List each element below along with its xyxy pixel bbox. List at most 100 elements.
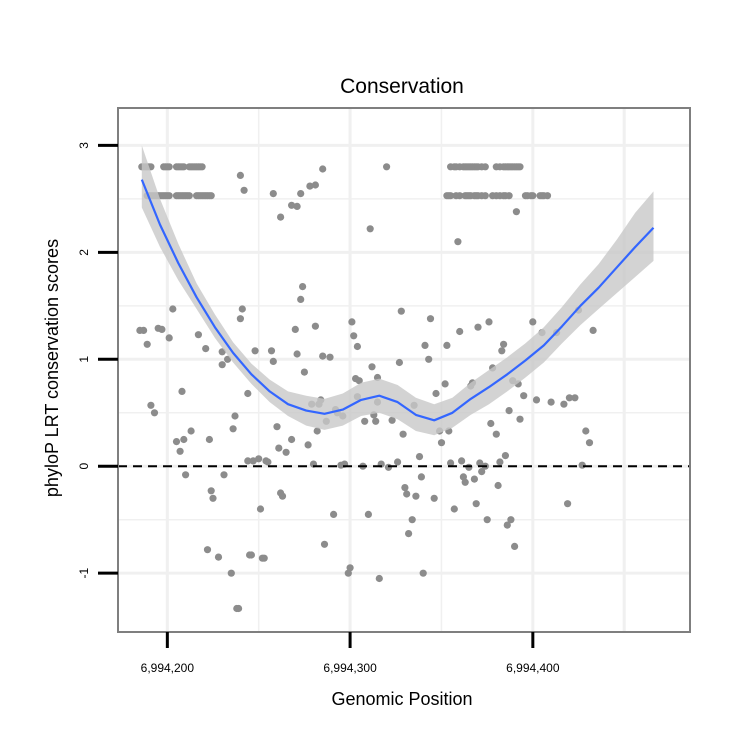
data-point — [306, 182, 314, 190]
data-point — [267, 347, 276, 355]
data-point — [560, 400, 568, 408]
grid-lines — [118, 108, 690, 632]
data-point — [510, 542, 519, 551]
data-point — [344, 569, 352, 577]
data-point — [311, 181, 319, 189]
data-point — [465, 463, 473, 471]
data-point — [395, 358, 403, 367]
data-point — [203, 546, 212, 554]
data-point — [236, 315, 244, 323]
data-point — [143, 340, 151, 348]
y-tick-label: 1 — [77, 356, 91, 363]
data-point — [244, 457, 252, 465]
data-point — [441, 380, 449, 388]
data-point — [589, 326, 597, 334]
data-point — [180, 163, 188, 171]
data-point — [311, 322, 319, 330]
data-point — [209, 494, 217, 502]
data-point — [500, 340, 508, 348]
data-point — [140, 326, 148, 334]
data-point — [300, 368, 308, 376]
data-point — [485, 318, 493, 326]
x-axis-title: Genomic Position — [331, 689, 472, 709]
data-point — [288, 435, 296, 444]
data-point — [273, 423, 281, 431]
data-point — [269, 357, 277, 365]
data-point — [516, 163, 524, 171]
data-point — [426, 315, 435, 323]
confidence-ribbon — [141, 145, 654, 436]
chart-title: Conservation — [340, 75, 464, 98]
smooth-line — [140, 179, 655, 422]
data-point — [330, 510, 338, 518]
data-point — [507, 516, 515, 524]
data-point — [419, 569, 427, 577]
data-point — [313, 427, 321, 435]
data-point — [355, 377, 363, 385]
data-point — [478, 468, 486, 476]
data-point — [578, 461, 586, 469]
y-tick-label: 0 — [77, 463, 91, 470]
data-point — [299, 283, 307, 291]
data-point — [207, 487, 215, 495]
data-point — [487, 419, 495, 428]
data-point — [293, 350, 301, 358]
data-point — [585, 439, 594, 447]
data-point — [403, 490, 411, 498]
data-point — [529, 318, 537, 326]
data-point — [165, 192, 173, 200]
data-point — [282, 448, 290, 456]
x-axis: 6,994,200 6,994,300 6,994,400 — [141, 632, 560, 675]
data-point — [397, 307, 405, 315]
data-point — [231, 412, 239, 420]
data-point — [291, 325, 299, 333]
data-point — [501, 452, 509, 460]
data-point — [430, 494, 438, 502]
data-point — [456, 192, 464, 200]
data-point — [319, 352, 327, 360]
data-point — [496, 458, 504, 466]
data-point — [293, 202, 301, 210]
data-point — [368, 363, 376, 371]
data-point — [505, 407, 513, 415]
data-point — [348, 318, 356, 326]
data-point — [172, 438, 181, 446]
data-point — [399, 430, 407, 438]
data-point — [277, 213, 285, 221]
data-point — [375, 574, 383, 583]
data-point — [165, 163, 173, 171]
data-point — [476, 459, 484, 467]
data-point — [505, 192, 513, 200]
data-point — [529, 192, 537, 200]
data-point — [178, 387, 186, 395]
data-point — [364, 510, 372, 518]
data-point — [516, 415, 524, 423]
data-point — [158, 325, 166, 333]
data-point — [176, 447, 184, 455]
data-point — [443, 341, 451, 349]
data-point — [251, 347, 259, 355]
y-tick-label: -1 — [77, 568, 91, 579]
data-point — [582, 427, 590, 435]
data-point — [437, 439, 446, 447]
data-point — [481, 163, 489, 171]
data-point — [194, 331, 202, 339]
data-point — [275, 444, 283, 452]
data-point — [214, 553, 223, 561]
data-point — [278, 492, 287, 500]
data-point — [236, 171, 244, 179]
data-point — [412, 492, 420, 500]
data-point — [269, 190, 277, 198]
data-point — [532, 396, 541, 404]
data-point — [366, 225, 374, 233]
data-point — [227, 569, 235, 577]
data-point — [498, 347, 506, 355]
data-point — [492, 430, 500, 438]
data-point — [461, 478, 469, 486]
data-point — [384, 463, 393, 471]
data-point — [218, 361, 226, 369]
data-point — [564, 500, 572, 508]
data-point — [224, 355, 232, 363]
